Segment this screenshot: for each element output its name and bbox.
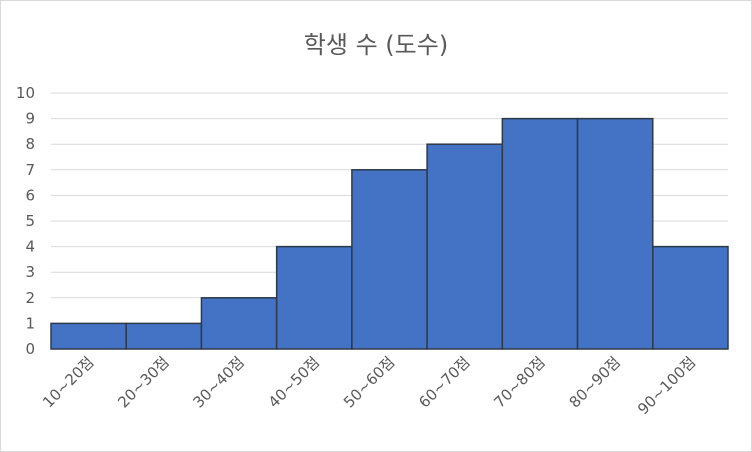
bar bbox=[576, 117, 654, 350]
y-tick-label: 1 bbox=[25, 314, 35, 332]
y-tick-label: 4 bbox=[25, 238, 35, 256]
x-tick-label: 90~100점 bbox=[634, 353, 699, 418]
y-tick-label: 9 bbox=[25, 110, 35, 128]
bar bbox=[200, 297, 278, 350]
x-tick-label: 10~20점 bbox=[39, 353, 97, 411]
bar bbox=[50, 322, 127, 350]
x-tick-label: 70~80점 bbox=[490, 353, 548, 411]
bar bbox=[426, 143, 504, 350]
bars bbox=[50, 117, 729, 350]
bar bbox=[275, 245, 353, 350]
x-tick-label: 40~50점 bbox=[265, 353, 323, 411]
y-tick-label: 8 bbox=[25, 135, 35, 153]
bar bbox=[652, 245, 729, 350]
chart-title: 학생 수 (도수) bbox=[304, 31, 448, 59]
y-tick-label: 7 bbox=[25, 161, 35, 179]
x-tick-label: 80~90점 bbox=[566, 353, 624, 411]
y-tick-label: 2 bbox=[25, 289, 35, 307]
y-tick-label: 6 bbox=[25, 186, 35, 204]
bar bbox=[501, 117, 579, 350]
x-tick-label: 60~70점 bbox=[415, 353, 473, 411]
x-tick-label: 30~40점 bbox=[190, 353, 248, 411]
bar bbox=[351, 169, 428, 350]
y-tick-label: 0 bbox=[25, 340, 35, 358]
x-axis-ticks: 10~20점 20~30점 30~40점 40~50점 50~60점 60~70점 70~8… bbox=[39, 353, 699, 418]
y-axis-ticks: 0 1 2 3 4 5 6 7 8 9 10 bbox=[16, 84, 35, 358]
y-tick-label: 10 bbox=[16, 84, 35, 102]
x-tick-label: 50~60점 bbox=[340, 353, 398, 411]
bar bbox=[125, 322, 203, 350]
x-tick-label: 20~30점 bbox=[114, 353, 172, 411]
y-tick-label: 3 bbox=[25, 263, 35, 281]
y-tick-label: 5 bbox=[25, 212, 35, 230]
